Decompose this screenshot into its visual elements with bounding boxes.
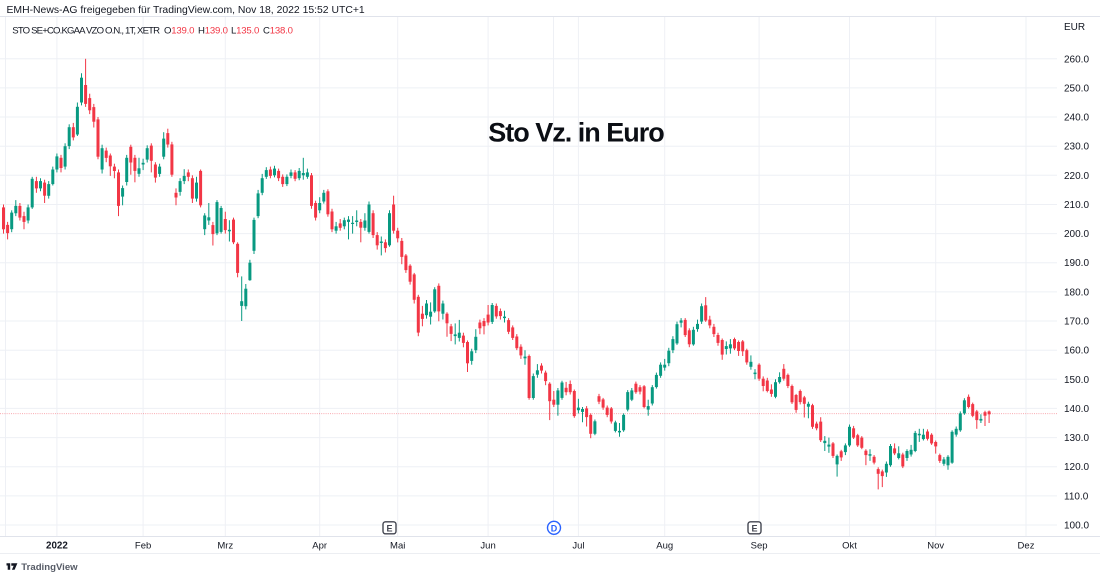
svg-text:100.0: 100.0 xyxy=(1064,521,1089,532)
svg-text:250.0: 250.0 xyxy=(1064,83,1089,94)
svg-text:Dez: Dez xyxy=(1018,541,1035,552)
svg-text:200.0: 200.0 xyxy=(1064,229,1089,240)
svg-text:TradingView: TradingView xyxy=(21,562,78,573)
svg-text:Aug: Aug xyxy=(656,541,673,552)
svg-text:Jul: Jul xyxy=(572,541,584,552)
svg-text:180.0: 180.0 xyxy=(1064,287,1089,298)
svg-text:Mrz: Mrz xyxy=(217,541,233,552)
svg-text:210.0: 210.0 xyxy=(1064,200,1089,211)
svg-text:STO SE+CO.KGAA VZO O.N., 1T, X: STO SE+CO.KGAA VZO O.N., 1T, XETR xyxy=(12,25,160,36)
svg-text:Nov: Nov xyxy=(927,541,944,552)
svg-text:120.0: 120.0 xyxy=(1064,462,1089,473)
svg-text:D: D xyxy=(551,524,558,534)
svg-text:150.0: 150.0 xyxy=(1064,375,1089,386)
svg-text:110.0: 110.0 xyxy=(1064,491,1089,502)
svg-text:140.0: 140.0 xyxy=(1064,404,1089,415)
svg-text:Sto Vz. in Euro: Sto Vz. in Euro xyxy=(488,118,664,148)
svg-text:170.0: 170.0 xyxy=(1064,317,1089,328)
svg-text:EUR: EUR xyxy=(1064,22,1085,33)
svg-text:220.0: 220.0 xyxy=(1064,171,1089,182)
svg-text:Sep: Sep xyxy=(751,541,768,552)
svg-text:2022: 2022 xyxy=(46,541,68,552)
svg-text:E: E xyxy=(386,524,392,534)
svg-text:230.0: 230.0 xyxy=(1064,142,1089,153)
svg-text:Mai: Mai xyxy=(390,541,405,552)
svg-text:260.0: 260.0 xyxy=(1064,54,1089,65)
svg-text:130.0: 130.0 xyxy=(1064,433,1089,444)
svg-text:Jun: Jun xyxy=(480,541,495,552)
svg-text:160.0: 160.0 xyxy=(1064,346,1089,357)
svg-text:Apr: Apr xyxy=(312,541,327,552)
svg-text:240.0: 240.0 xyxy=(1064,113,1089,124)
svg-text:EMH-News-AG freigegeben für Tr: EMH-News-AG freigegeben für TradingView.… xyxy=(7,5,365,16)
svg-text:Okt: Okt xyxy=(842,541,857,552)
svg-text:190.0: 190.0 xyxy=(1064,258,1089,269)
svg-text:E: E xyxy=(751,524,757,534)
svg-text:Feb: Feb xyxy=(135,541,151,552)
